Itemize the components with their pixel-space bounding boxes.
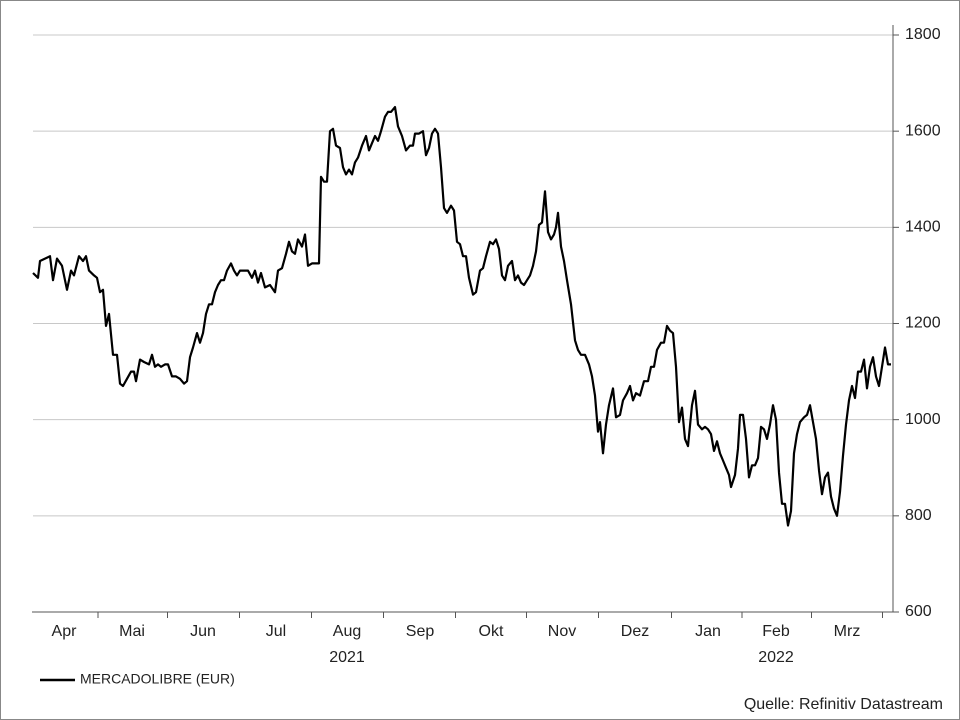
- y-tick-label: 1200: [905, 315, 941, 332]
- x-tick-label: Feb: [762, 623, 790, 640]
- y-tick-label: 800: [905, 507, 932, 524]
- x-tick-label: Jan: [695, 623, 721, 640]
- y-tick-label: 1600: [905, 122, 941, 139]
- year-label: 2022: [758, 649, 794, 666]
- y-tick-label: 1000: [905, 411, 941, 428]
- source: Quelle: Refinitiv Datastream: [744, 696, 943, 713]
- x-tick-label: Okt: [479, 623, 504, 640]
- year-label: 2021: [329, 649, 365, 666]
- legend-label: MERCADOLIBRE (EUR): [80, 671, 235, 687]
- x-tick-label: Jul: [266, 623, 286, 640]
- x-tick-label: Sep: [406, 623, 435, 640]
- y-tick-label: 600: [905, 603, 932, 620]
- x-tick-label: Apr: [52, 623, 78, 640]
- y-tick-label: 1400: [905, 219, 941, 236]
- x-tick-label: Dez: [621, 623, 649, 640]
- x-tick-label: Mrz: [834, 623, 861, 640]
- x-tick-label: Aug: [333, 623, 361, 640]
- x-tick-label: Mai: [119, 623, 145, 640]
- x-tick-label: Nov: [548, 623, 576, 640]
- price-line: [32, 106, 891, 527]
- x-tick-label: Jun: [190, 623, 216, 640]
- y-tick-label: 1800: [905, 26, 941, 43]
